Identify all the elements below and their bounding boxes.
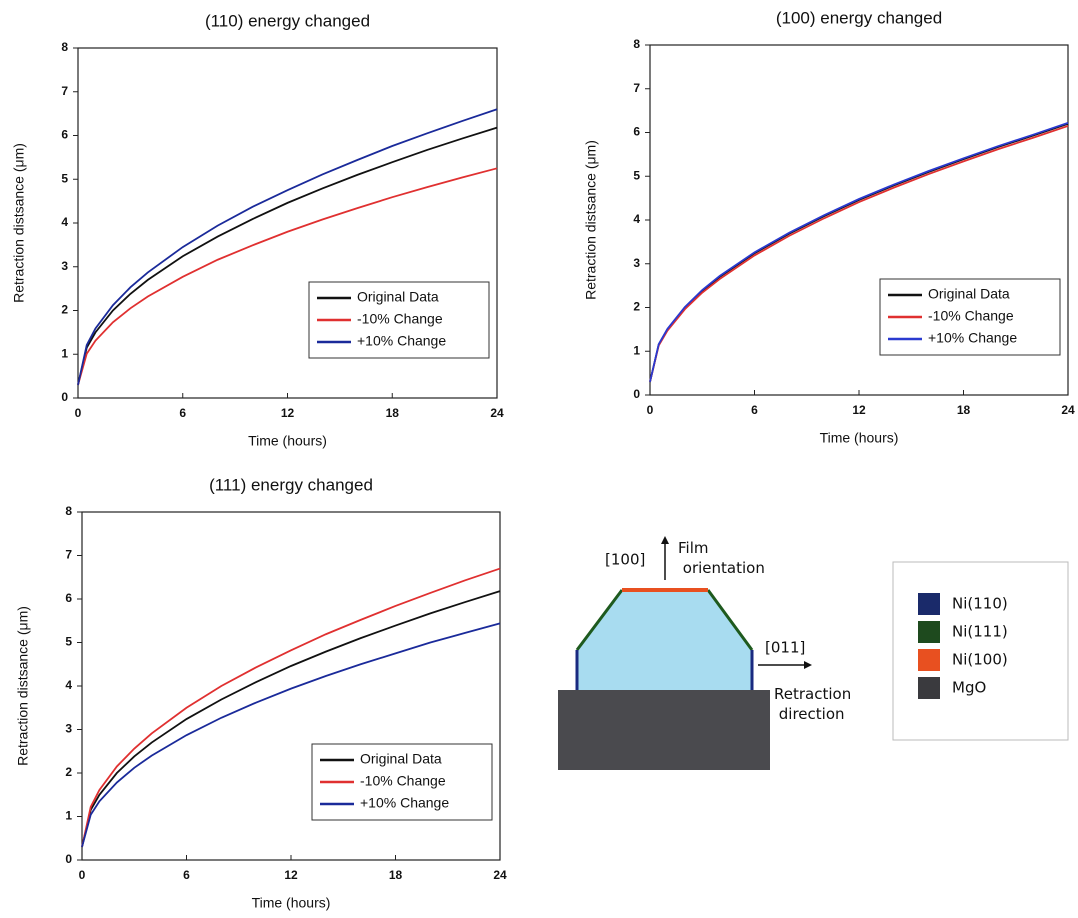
chart: (111) energy changed Time (hours) Retracti… xyxy=(15,475,507,910)
x-tick-label: 12 xyxy=(852,403,866,417)
legend-label: -10% Change xyxy=(357,311,443,327)
x-tick-label: 0 xyxy=(79,868,86,882)
y-tick-label: 3 xyxy=(633,256,640,270)
y-tick-label: 7 xyxy=(633,81,640,95)
y-tick-label: 6 xyxy=(633,125,640,139)
y-tick-label: 0 xyxy=(61,390,68,404)
x-tick-label: 6 xyxy=(183,868,190,882)
series-line xyxy=(649,122,1069,383)
mgo-substrate xyxy=(558,690,770,770)
y-tick-label: 4 xyxy=(633,212,640,226)
x-tick-label: 18 xyxy=(957,403,971,417)
y-tick-label: 2 xyxy=(65,765,72,779)
x-axis-label: Time (hours) xyxy=(820,430,899,446)
series-line xyxy=(77,126,498,386)
ni-film xyxy=(577,590,752,690)
y-tick-label: 8 xyxy=(61,40,68,54)
arrowhead xyxy=(804,661,812,669)
y-tick-label: 0 xyxy=(633,387,640,401)
legend-swatch xyxy=(918,593,940,615)
legend-label: -10% Change xyxy=(360,773,446,789)
series-line xyxy=(649,125,1069,383)
y-tick-label: 4 xyxy=(61,215,68,229)
y-axis-label: Retraction distsance (μm) xyxy=(15,606,31,766)
legend-label: Ni(100) xyxy=(952,651,1008,669)
y-tick-label: 1 xyxy=(633,343,640,357)
y-tick-label: 1 xyxy=(65,809,72,823)
y-tick-label: 0 xyxy=(65,852,72,866)
film-label: [100] xyxy=(605,551,645,569)
legend-label: +10% Change xyxy=(357,333,446,349)
x-tick-label: 24 xyxy=(493,868,507,882)
retraction-text: Retraction direction xyxy=(774,685,851,723)
y-tick-label: 1 xyxy=(61,346,68,360)
series-line xyxy=(81,567,501,848)
legend-label: -10% Change xyxy=(928,308,1014,324)
y-tick-label: 2 xyxy=(633,300,640,314)
ni111-facet xyxy=(575,589,624,651)
chart-title: (111) energy changed xyxy=(209,475,373,494)
legend-label: +10% Change xyxy=(360,795,449,811)
y-tick-label: 6 xyxy=(65,591,72,605)
x-tick-label: 24 xyxy=(490,406,504,420)
y-tick-label: 2 xyxy=(61,303,68,317)
y-tick-label: 7 xyxy=(65,548,72,562)
film-text: Film orientation xyxy=(678,539,765,577)
series-line xyxy=(81,622,501,848)
y-tick-label: 6 xyxy=(61,128,68,142)
legend-swatch xyxy=(918,649,940,671)
y-tick-label: 8 xyxy=(65,504,72,518)
x-tick-label: 18 xyxy=(386,406,400,420)
y-tick-label: 5 xyxy=(65,635,72,649)
chart-title: (100) energy changed xyxy=(776,8,942,27)
chart-title: (110) energy changed xyxy=(205,11,370,30)
x-tick-label: 24 xyxy=(1061,403,1075,417)
x-tick-label: 0 xyxy=(75,406,82,420)
legend-label: MgO xyxy=(952,679,986,697)
y-axis-label: Retraction distsance (μm) xyxy=(11,143,27,303)
y-tick-label: 5 xyxy=(61,171,68,185)
arrowhead xyxy=(661,536,669,544)
chart: (100) energy changed Time (hours) Retracti… xyxy=(583,8,1075,445)
legend-label: Original Data xyxy=(360,751,442,767)
x-tick-label: 12 xyxy=(281,406,295,420)
legend-label: Original Data xyxy=(357,289,439,305)
legend-label: Ni(110) xyxy=(952,595,1008,613)
x-axis-label: Time (hours) xyxy=(252,895,331,911)
x-tick-label: 6 xyxy=(179,406,186,420)
x-tick-label: 12 xyxy=(284,868,298,882)
y-tick-label: 3 xyxy=(61,259,68,273)
x-tick-label: 18 xyxy=(389,868,403,882)
retraction-label: [011] xyxy=(765,639,805,657)
ni111-facet xyxy=(706,589,754,651)
y-tick-label: 7 xyxy=(61,84,68,98)
y-tick-label: 3 xyxy=(65,722,72,736)
chart: (110) energy changed Time (hours) Retracti… xyxy=(11,11,504,448)
x-tick-label: 6 xyxy=(751,403,758,417)
x-axis-label: Time (hours) xyxy=(248,433,327,449)
legend-label: +10% Change xyxy=(928,330,1017,346)
y-axis-label: Retraction distsance (μm) xyxy=(583,140,599,300)
series-line xyxy=(77,167,498,386)
legend-swatch xyxy=(918,677,940,699)
legend-label: Ni(111) xyxy=(952,623,1008,641)
legend-swatch xyxy=(918,621,940,643)
x-tick-label: 0 xyxy=(647,403,654,417)
y-tick-label: 4 xyxy=(65,678,72,692)
y-tick-label: 8 xyxy=(633,37,640,51)
series-line xyxy=(81,590,501,848)
y-tick-label: 5 xyxy=(633,168,640,182)
series-line xyxy=(77,108,498,386)
legend-label: Original Data xyxy=(928,286,1010,302)
